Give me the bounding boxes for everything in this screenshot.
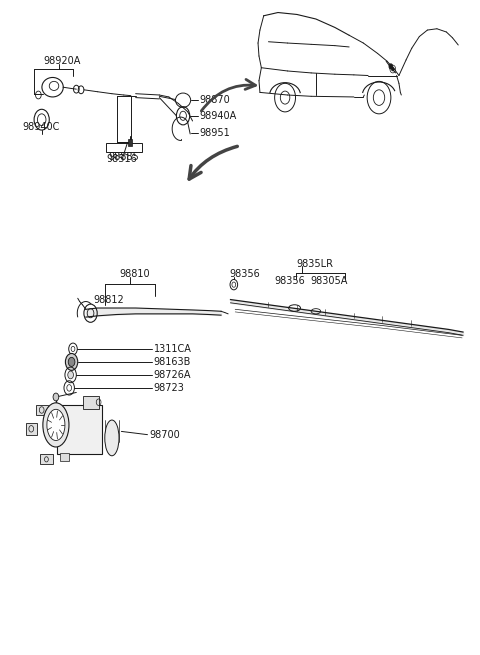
Ellipse shape [47,409,65,441]
Circle shape [68,371,73,379]
Circle shape [53,393,59,401]
Bar [57,405,102,454]
Circle shape [65,354,78,370]
Text: 98812: 98812 [94,295,125,305]
Bar [106,143,142,152]
Text: 98870: 98870 [200,95,230,105]
Bar [36,405,48,415]
Text: 98163B: 98163B [154,357,191,367]
Text: 1311CA: 1311CA [154,344,192,354]
Text: 98920A: 98920A [43,56,81,66]
Bar [40,454,53,464]
Text: 9835LR: 9835LR [296,259,333,269]
Text: 98305A: 98305A [310,276,348,286]
Text: 98516: 98516 [106,154,137,164]
Text: 98726A: 98726A [154,370,191,380]
Circle shape [391,67,394,71]
Text: 98951: 98951 [200,128,230,138]
Ellipse shape [43,403,69,447]
Circle shape [68,358,75,366]
Text: 98940A: 98940A [200,111,237,121]
Ellipse shape [105,420,119,456]
Text: 98723: 98723 [154,383,184,393]
Bar [128,139,132,145]
Text: 98810: 98810 [119,269,150,279]
Bar [25,423,37,435]
Bar [84,396,98,409]
Circle shape [53,421,59,429]
Bar [60,453,69,460]
Text: 98356: 98356 [229,269,260,279]
Text: 98700: 98700 [149,430,180,440]
Circle shape [389,64,393,69]
Text: 98940C: 98940C [23,122,60,132]
Text: 98356: 98356 [274,276,305,286]
Text: 98885: 98885 [108,152,139,162]
